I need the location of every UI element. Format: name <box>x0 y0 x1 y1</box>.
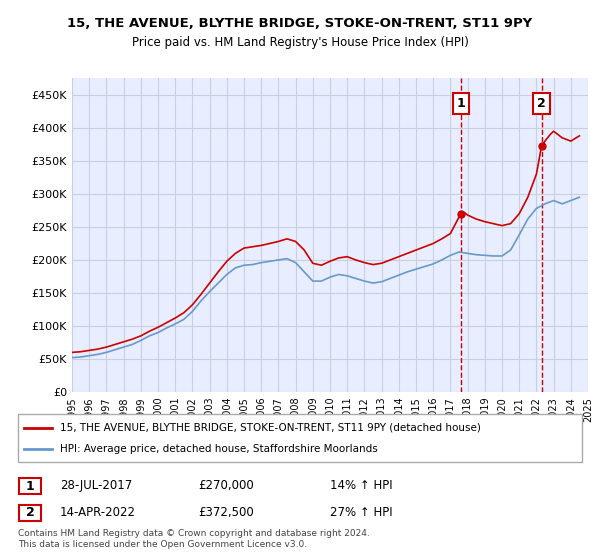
Text: 2: 2 <box>26 506 34 520</box>
FancyBboxPatch shape <box>19 505 41 521</box>
Text: £270,000: £270,000 <box>198 479 254 492</box>
Text: 27% ↑ HPI: 27% ↑ HPI <box>330 506 392 519</box>
Text: 1: 1 <box>26 479 34 493</box>
Text: 15, THE AVENUE, BLYTHE BRIDGE, STOKE-ON-TRENT, ST11 9PY (detached house): 15, THE AVENUE, BLYTHE BRIDGE, STOKE-ON-… <box>60 423 481 433</box>
Text: 15, THE AVENUE, BLYTHE BRIDGE, STOKE-ON-TRENT, ST11 9PY: 15, THE AVENUE, BLYTHE BRIDGE, STOKE-ON-… <box>67 17 533 30</box>
Text: Price paid vs. HM Land Registry's House Price Index (HPI): Price paid vs. HM Land Registry's House … <box>131 36 469 49</box>
Text: HPI: Average price, detached house, Staffordshire Moorlands: HPI: Average price, detached house, Staf… <box>60 444 378 454</box>
Text: £372,500: £372,500 <box>198 506 254 519</box>
Text: 14% ↑ HPI: 14% ↑ HPI <box>330 479 392 492</box>
Text: 28-JUL-2017: 28-JUL-2017 <box>60 479 132 492</box>
FancyBboxPatch shape <box>18 414 582 462</box>
FancyBboxPatch shape <box>19 478 41 494</box>
Text: 1: 1 <box>457 97 465 110</box>
Text: Contains HM Land Registry data © Crown copyright and database right 2024.
This d: Contains HM Land Registry data © Crown c… <box>18 529 370 549</box>
Text: 14-APR-2022: 14-APR-2022 <box>60 506 136 519</box>
Text: 2: 2 <box>537 97 546 110</box>
